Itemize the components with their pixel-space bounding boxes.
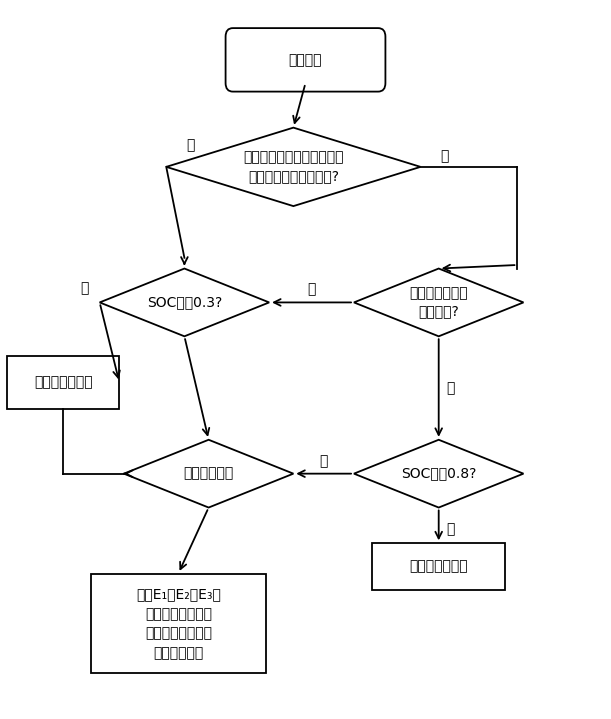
Text: 否: 否 (320, 454, 328, 468)
Text: SOC小于0.3?: SOC小于0.3? (147, 296, 222, 309)
Text: 启动纯电动模式: 启动纯电动模式 (409, 559, 468, 573)
Polygon shape (166, 128, 420, 206)
Text: 是: 是 (447, 522, 455, 536)
Polygon shape (354, 440, 524, 508)
Bar (372, 544, 505, 590)
Polygon shape (354, 268, 524, 336)
Polygon shape (124, 440, 293, 508)
Text: 根据E₁，E₂和E₃中
发动机的期望输出
功率确定油门开度
和发动机转速: 根据E₁，E₂和E₃中 发动机的期望输出 功率确定油门开度 和发动机转速 (136, 587, 221, 660)
Text: 是: 是 (307, 283, 316, 296)
Text: 发动机输出功率
是否为零?: 发动机输出功率 是否为零? (409, 286, 468, 319)
Text: 否: 否 (441, 149, 449, 163)
FancyBboxPatch shape (225, 28, 386, 91)
Text: 否: 否 (80, 281, 89, 296)
Bar (90, 574, 266, 674)
Text: 根据典型期望行驶里程判断
运行模式是否为纯电动?: 根据典型期望行驶里程判断 运行模式是否为纯电动? (243, 151, 343, 183)
Bar (7, 356, 119, 409)
Text: 是: 是 (186, 139, 195, 152)
Text: 启动纯电动模式: 启动纯电动模式 (34, 375, 93, 389)
Text: 启动增程模式: 启动增程模式 (183, 467, 234, 480)
Text: 否: 否 (447, 381, 455, 395)
Text: 开始行程: 开始行程 (289, 53, 322, 67)
Text: SOC大于0.8?: SOC大于0.8? (401, 467, 477, 480)
Polygon shape (100, 268, 269, 336)
